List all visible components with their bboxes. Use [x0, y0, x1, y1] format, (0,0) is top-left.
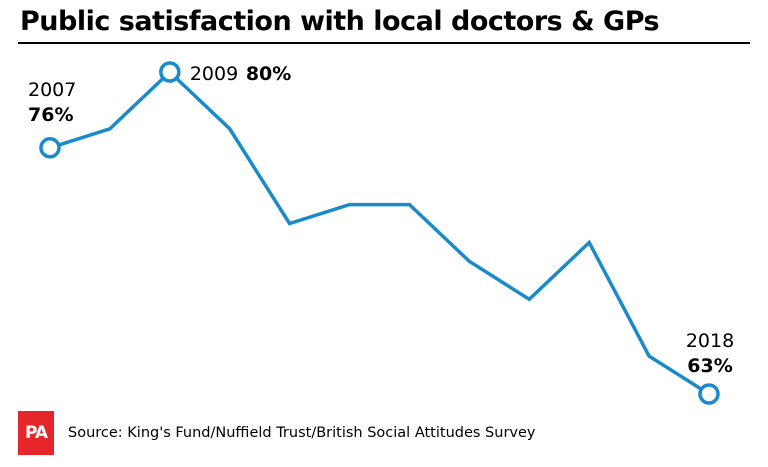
series-line	[49, 69, 710, 396]
label-value-2007: 76%	[28, 104, 73, 126]
marker-2018	[698, 383, 720, 405]
label-year-2007: 2007	[28, 79, 76, 101]
marker-2007	[39, 137, 61, 159]
source-note: Source: King's Fund/Nuffield Trust/Briti…	[68, 425, 536, 441]
label-year-2018: 2018	[686, 330, 734, 352]
title-divider	[18, 42, 750, 44]
label-value-2009: 80%	[246, 63, 291, 85]
marker-2009	[159, 61, 181, 83]
label-value-2018: 63%	[687, 355, 732, 377]
footer: PA Source: King's Fund/Nuffield Trust/Br…	[18, 411, 535, 455]
label-year-2009: 2009	[190, 63, 238, 85]
pa-logo: PA	[18, 411, 54, 455]
chart-title: Public satisfaction with local doctors &…	[20, 6, 660, 37]
